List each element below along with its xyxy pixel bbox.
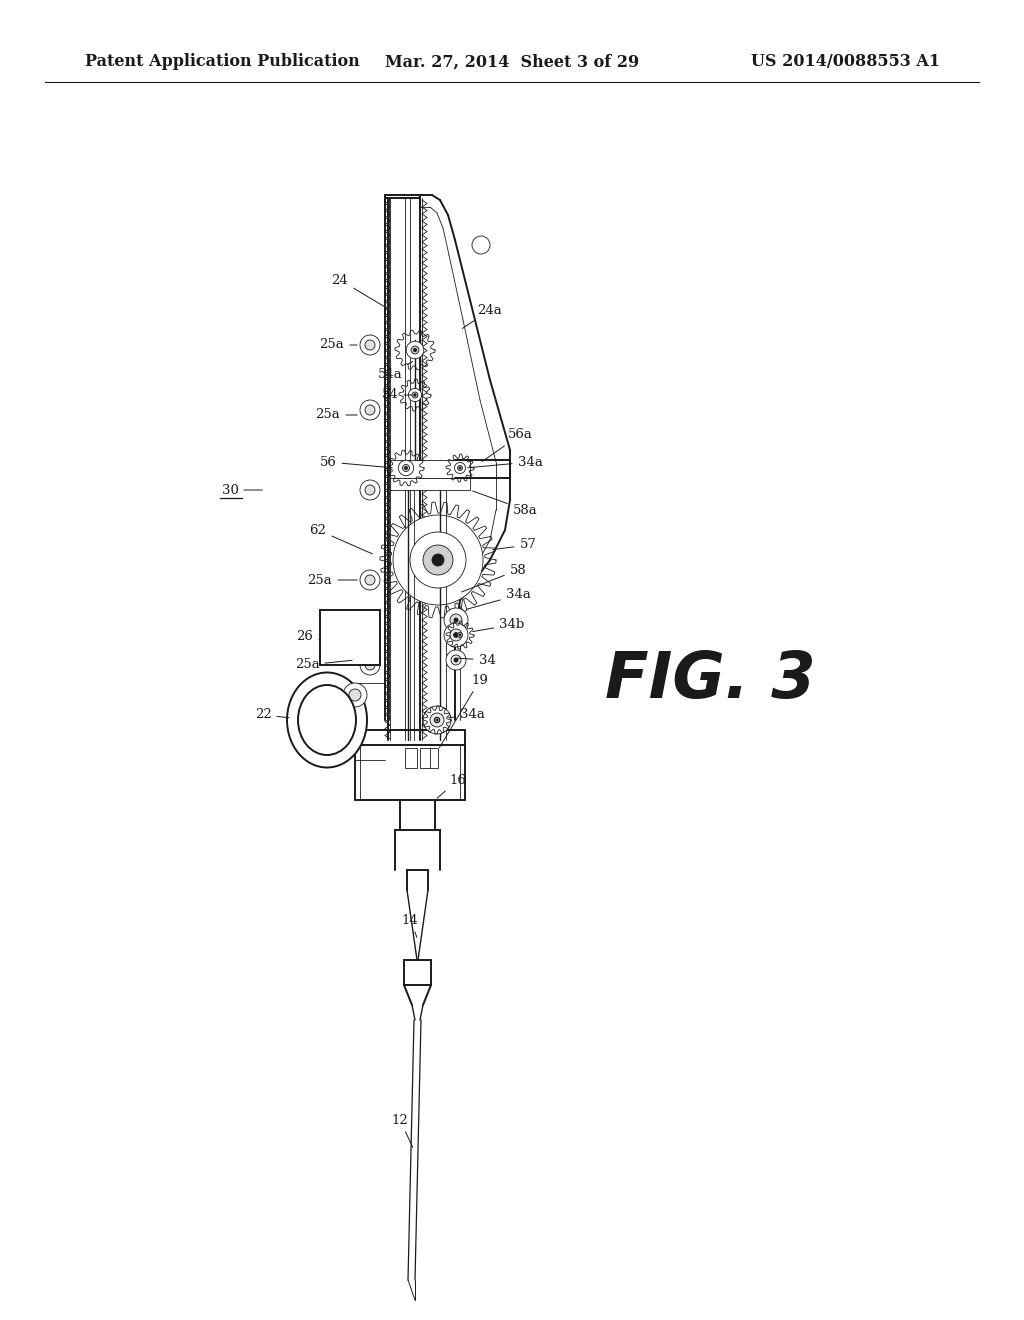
- Circle shape: [365, 484, 375, 495]
- Text: 58a: 58a: [473, 491, 538, 516]
- Circle shape: [412, 392, 418, 399]
- Circle shape: [472, 236, 490, 253]
- Text: 34: 34: [458, 653, 496, 667]
- Text: 22: 22: [255, 709, 289, 722]
- Text: 24: 24: [332, 273, 388, 309]
- Circle shape: [454, 657, 458, 663]
- Circle shape: [444, 609, 468, 632]
- Text: 56a: 56a: [482, 429, 532, 462]
- Circle shape: [360, 335, 380, 355]
- Circle shape: [446, 649, 466, 671]
- Circle shape: [450, 614, 462, 626]
- Circle shape: [423, 706, 451, 734]
- Circle shape: [434, 718, 439, 722]
- Text: 34b: 34b: [473, 619, 524, 631]
- Bar: [319, 610, 380, 665]
- Text: FIG. 3: FIG. 3: [604, 649, 815, 711]
- Ellipse shape: [287, 672, 367, 767]
- Circle shape: [409, 388, 422, 401]
- Bar: [390, 459, 470, 478]
- Circle shape: [360, 480, 380, 500]
- Text: 25a: 25a: [307, 573, 357, 586]
- Text: 62: 62: [309, 524, 373, 554]
- Circle shape: [454, 618, 458, 622]
- Circle shape: [459, 634, 461, 636]
- Circle shape: [451, 655, 461, 665]
- Circle shape: [398, 461, 414, 475]
- Circle shape: [458, 466, 463, 470]
- Circle shape: [410, 532, 466, 587]
- Text: 58: 58: [462, 564, 526, 591]
- Bar: [328, 618, 346, 645]
- Circle shape: [450, 630, 462, 642]
- Circle shape: [407, 341, 424, 359]
- Text: 26: 26: [297, 631, 319, 644]
- Circle shape: [455, 630, 466, 640]
- Circle shape: [414, 348, 417, 351]
- Circle shape: [360, 400, 380, 420]
- Text: Patent Application Publication: Patent Application Publication: [85, 54, 359, 70]
- Text: 25a: 25a: [295, 659, 352, 672]
- Circle shape: [431, 714, 442, 726]
- Text: 25a: 25a: [319, 338, 357, 351]
- Circle shape: [404, 466, 408, 470]
- Circle shape: [360, 655, 380, 675]
- Circle shape: [402, 465, 410, 471]
- Ellipse shape: [298, 685, 356, 755]
- Circle shape: [393, 515, 483, 605]
- Text: Mar. 27, 2014  Sheet 3 of 29: Mar. 27, 2014 Sheet 3 of 29: [385, 54, 639, 70]
- Bar: [406, 748, 417, 768]
- Circle shape: [459, 467, 461, 469]
- Text: 24a: 24a: [462, 304, 503, 329]
- Text: 12: 12: [391, 1114, 413, 1147]
- Circle shape: [455, 462, 466, 474]
- Circle shape: [365, 576, 375, 585]
- Bar: [430, 748, 438, 768]
- Circle shape: [365, 341, 375, 350]
- Text: 34a: 34a: [449, 709, 484, 722]
- Text: 14: 14: [401, 913, 419, 937]
- Circle shape: [349, 689, 361, 701]
- Circle shape: [343, 682, 367, 708]
- Text: 19: 19: [439, 673, 488, 747]
- Bar: [390, 478, 470, 490]
- Text: 56: 56: [319, 455, 392, 469]
- Circle shape: [444, 623, 468, 647]
- Circle shape: [411, 346, 419, 354]
- Circle shape: [365, 660, 375, 671]
- Circle shape: [458, 632, 463, 638]
- Circle shape: [360, 570, 380, 590]
- Circle shape: [365, 405, 375, 414]
- Text: US 2014/0088553 A1: US 2014/0088553 A1: [751, 54, 940, 70]
- Text: 25a: 25a: [315, 408, 357, 421]
- Circle shape: [423, 545, 453, 576]
- Text: 34a: 34a: [467, 589, 530, 610]
- Text: 34a: 34a: [468, 455, 543, 469]
- Text: 54: 54: [382, 388, 413, 401]
- Circle shape: [430, 713, 444, 727]
- Circle shape: [414, 393, 416, 396]
- Bar: [350, 618, 366, 645]
- Text: 54a: 54a: [378, 362, 413, 381]
- Circle shape: [436, 719, 438, 721]
- Circle shape: [454, 632, 459, 638]
- Circle shape: [434, 717, 439, 723]
- Bar: [420, 748, 432, 768]
- Text: 16: 16: [437, 774, 467, 799]
- Circle shape: [432, 554, 444, 566]
- Text: 57: 57: [493, 539, 537, 552]
- Text: 30: 30: [221, 483, 262, 496]
